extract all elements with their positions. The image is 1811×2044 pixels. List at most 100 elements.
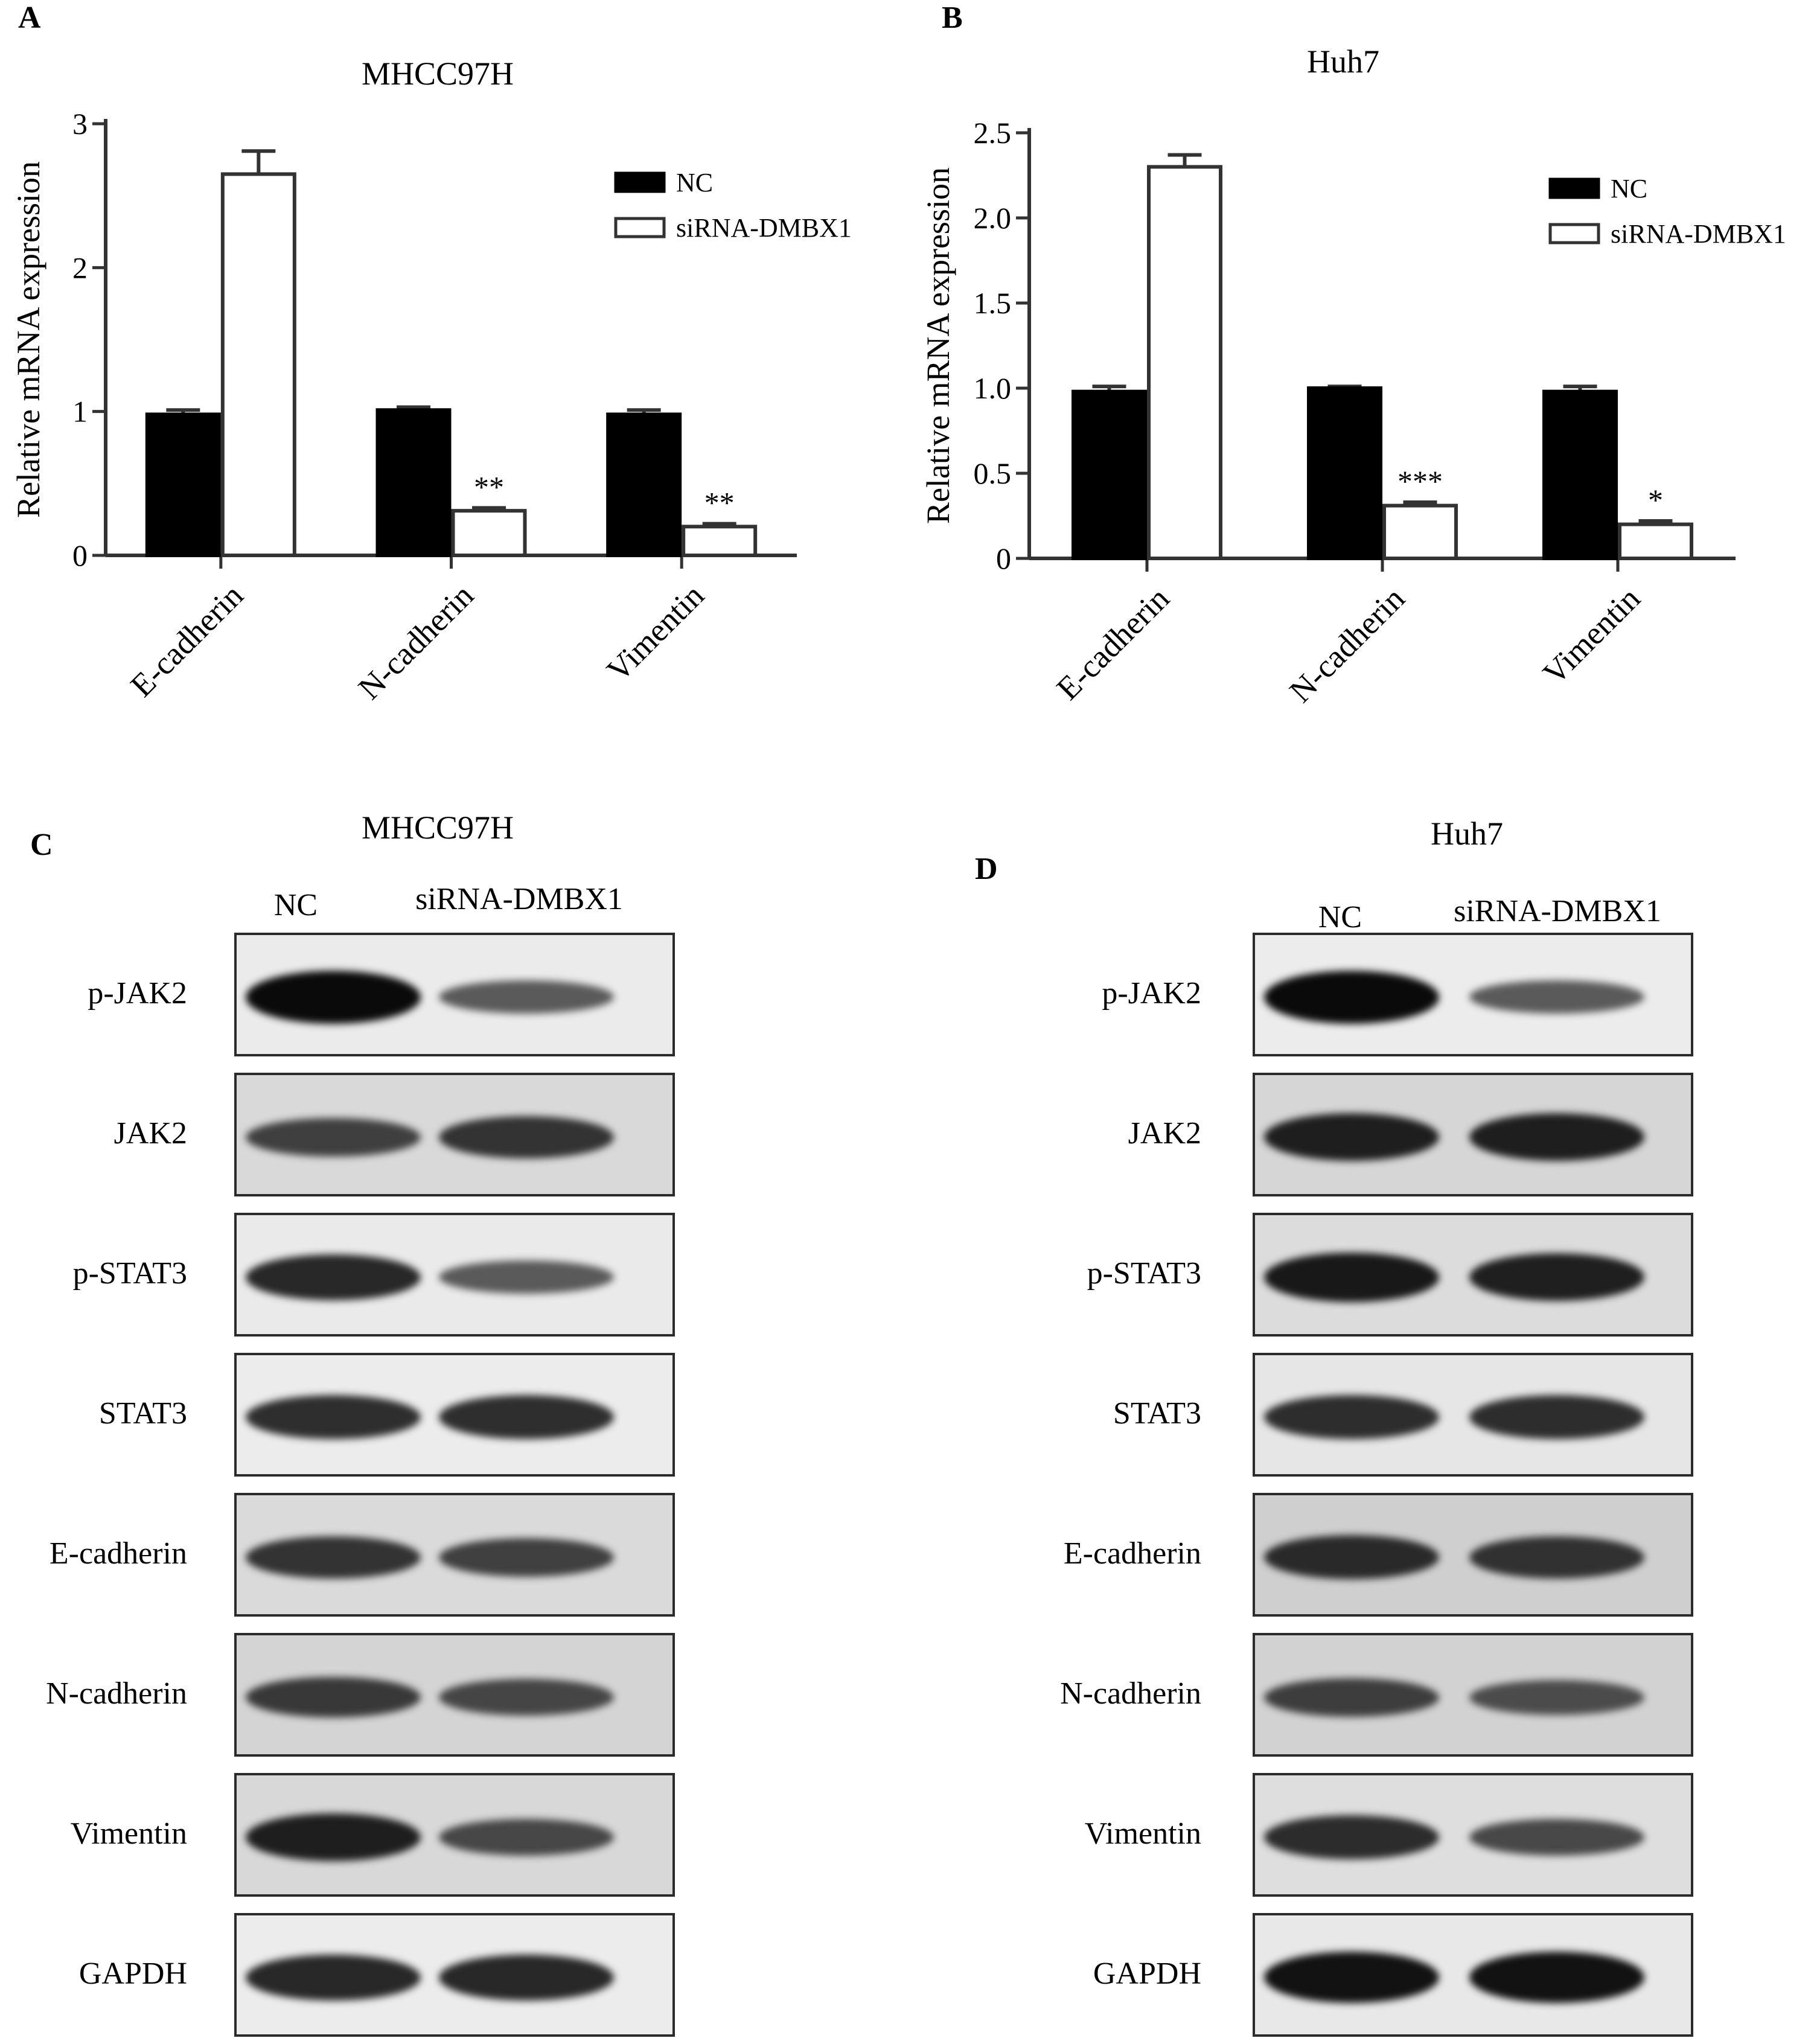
panel-letter-d: D	[975, 852, 998, 886]
y-tick-label: 1.0	[974, 371, 1012, 405]
bar-sirna-dmbx1-vimentin	[682, 525, 758, 557]
band-sirna	[1469, 1395, 1644, 1439]
blot-panel	[1253, 1913, 1693, 2037]
blot-panel	[1253, 1353, 1693, 1477]
band-nc	[1264, 1815, 1439, 1859]
blot-row-label: p-JAK2	[88, 976, 187, 1011]
blot-row-label: STAT3	[1113, 1396, 1201, 1431]
blot-panel	[234, 1633, 675, 1757]
band-nc	[1264, 1395, 1439, 1439]
blot-d-lane-nc: NC	[1318, 900, 1362, 934]
blot-panel	[234, 1913, 675, 2037]
band-nc	[246, 1536, 421, 1579]
blot-d-title: Huh7	[1431, 816, 1503, 852]
bar-nc-e-cadherin	[1072, 389, 1147, 560]
legend-swatch	[1548, 223, 1600, 244]
y-tick-label: 1	[72, 395, 88, 429]
legend-swatch	[1548, 177, 1600, 199]
bar-sirna-dmbx1-e-cadherin	[220, 172, 296, 557]
legend-label: NC	[676, 168, 713, 197]
y-tick-label: 1.5	[974, 286, 1012, 320]
panel-letter-a: A	[18, 1, 41, 35]
band-nc	[1264, 970, 1439, 1024]
band-sirna	[1469, 1536, 1644, 1579]
band-sirna	[439, 980, 614, 1014]
band-sirna	[439, 1679, 614, 1716]
y-tick-label: 3	[72, 107, 88, 141]
band-sirna	[439, 1116, 614, 1158]
significance-label: *	[1648, 483, 1663, 517]
bar-sirna-dmbx1-vimentin	[1618, 522, 1693, 560]
x-tick-label: N-cadherin	[351, 577, 481, 706]
panel-letter-b: B	[942, 1, 963, 35]
chart-title: Huh7	[1307, 43, 1379, 80]
y-tick-label: 0	[72, 538, 88, 572]
band-sirna	[1469, 1952, 1644, 2003]
significance-label: **	[474, 470, 504, 503]
band-sirna	[439, 1819, 614, 1856]
bar-sirna-dmbx1-n-cadherin	[451, 509, 527, 557]
chart-title: MHCC97H	[362, 56, 514, 92]
band-nc	[1264, 1535, 1439, 1579]
band-nc	[1264, 1678, 1439, 1717]
legend-label: siRNA-DMBX1	[676, 213, 852, 243]
band-nc	[1264, 1952, 1439, 2003]
blot-panel	[1253, 1073, 1693, 1196]
band-sirna	[1469, 1253, 1644, 1301]
x-tick-label: Vimentin	[1536, 580, 1647, 691]
bar-chart-huh7: Huh7 0 0.5 1.0 1.5 2.0 2.5 Relative mRNA expres…	[920, 43, 1786, 709]
blot-panel	[234, 933, 675, 1056]
band-sirna	[1469, 980, 1644, 1014]
band-nc	[246, 1254, 421, 1300]
band-nc	[246, 970, 421, 1024]
blot-panel	[234, 1353, 675, 1477]
legend-swatch	[614, 171, 666, 193]
x-tick-label: N-cadherin	[1282, 580, 1411, 709]
blot-panel	[234, 1213, 675, 1337]
blot-c-lane-nc: NC	[273, 888, 318, 922]
blot-row-label: N-cadherin	[1060, 1676, 1201, 1711]
blot-row-label: GAPDH	[1093, 1956, 1201, 1991]
x-tick-label: Vimentin	[599, 577, 711, 688]
blot-panel	[1253, 1493, 1693, 1617]
band-nc	[246, 1813, 421, 1861]
band-nc	[1264, 1252, 1439, 1302]
bar-nc-vimentin	[606, 412, 682, 558]
legend-swatch	[614, 217, 666, 238]
y-tick-label: 2	[72, 251, 88, 284]
y-tick-label: 0.5	[974, 456, 1012, 490]
blot-row-label: E-cadherin	[49, 1536, 187, 1571]
blot-row-label: N-cadherin	[46, 1676, 187, 1711]
band-sirna	[439, 1538, 614, 1577]
bar-sirna-dmbx1-e-cadherin	[1147, 165, 1222, 560]
x-tick-label: E-cadherin	[123, 577, 250, 704]
y-axis-label: Relative mRNA expression	[10, 161, 46, 518]
legend-label: NC	[1611, 174, 1647, 203]
blot-row-label: Vimentin	[70, 1816, 187, 1851]
band-sirna	[1469, 1819, 1644, 1856]
y-tick-label: 0	[996, 541, 1011, 575]
band-sirna	[1469, 1679, 1644, 1715]
blot-row-label: JAK2	[1128, 1116, 1201, 1151]
panel-letter-c: C	[30, 828, 53, 862]
bar-nc-n-cadherin	[1307, 386, 1382, 560]
blot-panel	[234, 1073, 675, 1196]
y-tick-label: 2.0	[974, 201, 1012, 235]
blot-panel	[1253, 1633, 1693, 1757]
blot-row-label: p-JAK2	[1102, 976, 1201, 1011]
bar-nc-e-cadherin	[145, 412, 221, 558]
blot-panel	[1253, 1213, 1693, 1337]
band-sirna	[439, 1395, 614, 1439]
blot-c-lane-sirna: siRNA-DMBX1	[415, 882, 623, 916]
blot-panel	[234, 1493, 675, 1617]
blot-panel	[1253, 933, 1693, 1056]
legend-label: siRNA-DMBX1	[1611, 219, 1786, 249]
significance-label: **	[704, 486, 735, 520]
blot-row-label: STAT3	[98, 1396, 187, 1431]
blot-row-label: p-STAT3	[72, 1256, 187, 1291]
bar-chart-mhcc97h: MHCC97H 0 1 2 3 Relative mRNA expression E-cad…	[10, 56, 852, 706]
band-nc	[246, 1954, 421, 2001]
band-nc	[246, 1395, 421, 1439]
band-sirna	[1469, 1113, 1644, 1161]
x-tick-label: E-cadherin	[1050, 580, 1177, 707]
